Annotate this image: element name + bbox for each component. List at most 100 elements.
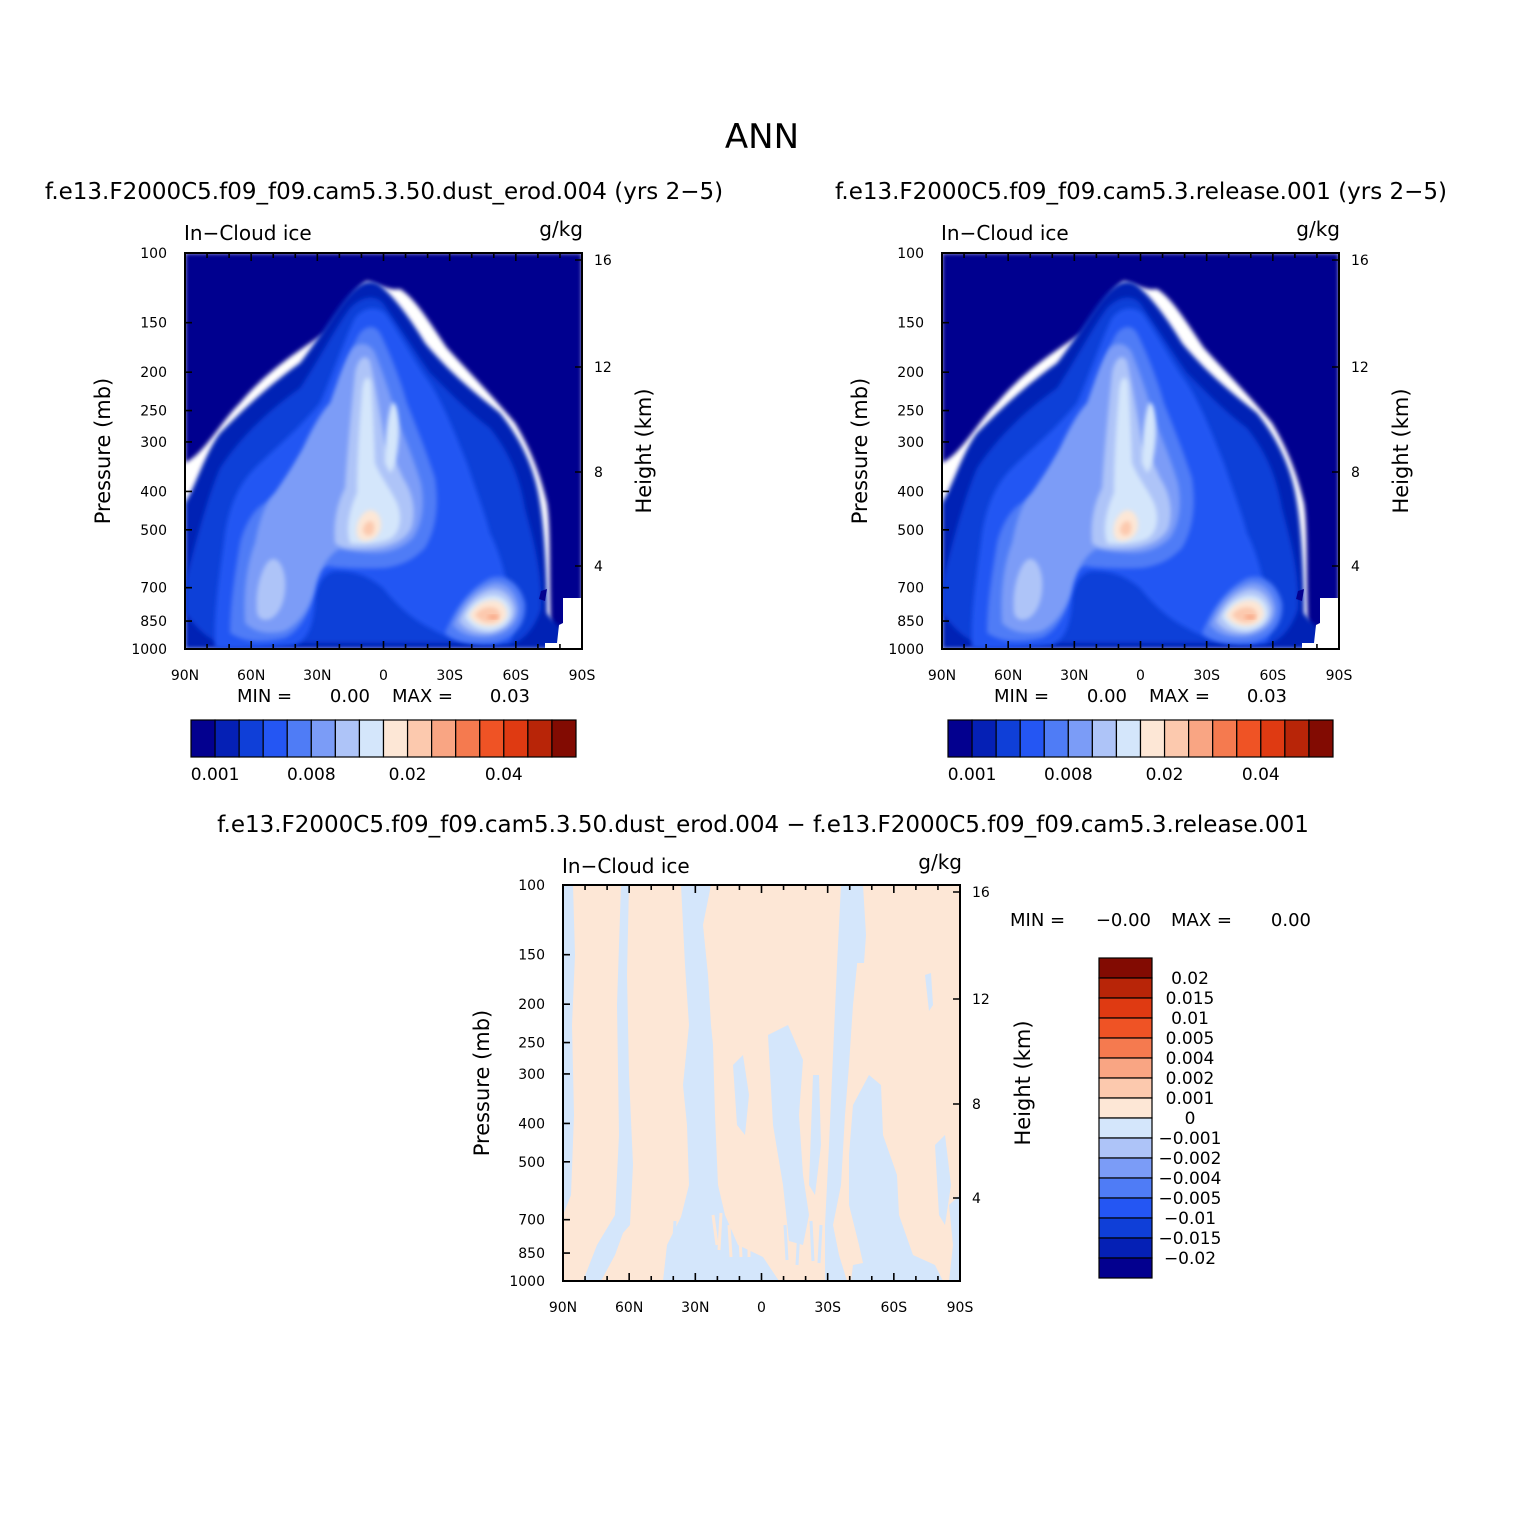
- y-tick-label: 1000: [888, 642, 924, 658]
- x-tick-label: 30N: [303, 668, 331, 684]
- y-tick-label: 150: [897, 316, 924, 332]
- x-tick-label: 90S: [1326, 668, 1353, 684]
- colorbar-label: −0.01: [1164, 1209, 1216, 1229]
- x-tick-label: 90N: [549, 1300, 577, 1316]
- colorbar-label: 0.02: [1146, 765, 1184, 785]
- y-axis-label: Pressure (mb): [470, 1010, 494, 1157]
- colorbar-swatch: [238, 719, 264, 758]
- y2-tick-label: 8: [1351, 465, 1360, 481]
- y-tick-label: 500: [140, 523, 167, 539]
- variable-label: In−Cloud ice: [941, 221, 1069, 245]
- x-tick-label: 60S: [1259, 668, 1286, 684]
- colorbar-label: 0.005: [1166, 1029, 1215, 1049]
- min-label: MIN =: [237, 686, 292, 707]
- negative-region: [663, 885, 779, 1281]
- y2-tick-label: 12: [594, 360, 612, 376]
- colorbar-swatch: [1043, 719, 1069, 758]
- x-tick-label: 90S: [947, 1300, 974, 1316]
- colorbar-swatch: [1098, 1097, 1153, 1119]
- colorbar-swatch: [358, 719, 385, 758]
- y-tick-label: 850: [897, 614, 924, 630]
- x-tick-label: 60N: [994, 668, 1022, 684]
- y2-tick-label: 4: [1351, 559, 1360, 575]
- y-tick-label: 100: [518, 878, 545, 894]
- colorbar-swatch: [262, 719, 288, 758]
- colorbar-swatch: [1139, 719, 1166, 758]
- colorbar-swatch: [286, 719, 312, 758]
- colorbar-swatch: [1098, 1117, 1153, 1139]
- colorbar-label: −0.015: [1159, 1229, 1222, 1249]
- x-tick-label: 90N: [928, 668, 956, 684]
- contour-level: [1296, 589, 1304, 601]
- colorbar-swatch: [1098, 1077, 1153, 1099]
- negative-regions: [563, 885, 960, 1281]
- colorbar-swatch: [1098, 1217, 1153, 1239]
- noise-strip: [711, 1212, 773, 1264]
- colorbar-swatch: [1098, 1037, 1153, 1059]
- colorbar-label: 0.02: [389, 765, 427, 785]
- y2-axis-label: Height (km): [1389, 388, 1413, 513]
- x-tick-label: 0: [379, 668, 388, 684]
- y-axis-label: Pressure (mb): [848, 378, 872, 525]
- negative-region: [809, 1075, 821, 1195]
- negative-region: [925, 973, 933, 1011]
- colorbar-label: −0.004: [1159, 1169, 1222, 1189]
- panel-difference: f.e13.F2000C5.f09_f09.cam5.3.50.dust_ero…: [217, 812, 1311, 1316]
- colorbar-swatch: [214, 719, 240, 758]
- colorbar-swatch: [334, 719, 361, 758]
- variable-label: In−Cloud ice: [184, 221, 312, 245]
- x-tick-label: 60N: [237, 668, 265, 684]
- min-value: 0.00: [330, 686, 370, 707]
- x-tick-label: 0: [1136, 668, 1145, 684]
- y2-tick-label: 8: [594, 465, 603, 481]
- negative-region: [768, 1025, 809, 1245]
- y-tick-label: 400: [140, 484, 167, 500]
- colorbar-label: 0.02: [1171, 969, 1209, 989]
- panel-subtitle: f.e13.F2000C5.f09_f09.cam5.3.release.001…: [835, 179, 1447, 205]
- y2-tick-label: 8: [972, 1097, 981, 1113]
- colorbar-label: 0.004: [1166, 1049, 1215, 1069]
- y-tick-label: 1000: [131, 642, 167, 658]
- colorbar-swatch: [1098, 1057, 1153, 1079]
- max-label: MAX =: [1149, 686, 1210, 707]
- colorbar-swatch: [1098, 1177, 1153, 1199]
- y2-axis-label: Height (km): [1011, 1020, 1035, 1145]
- contour-level: [185, 253, 582, 633]
- y-tick-label: 1000: [509, 1274, 545, 1290]
- x-tick-label: 60S: [502, 668, 529, 684]
- y2-tick-label: 4: [972, 1191, 981, 1207]
- min-label: MIN =: [1010, 910, 1065, 931]
- y-tick-label: 500: [897, 523, 924, 539]
- colorbar-label: 0.008: [1044, 765, 1093, 785]
- colorbar-swatch: [1284, 719, 1310, 758]
- y-tick-label: 300: [897, 435, 924, 451]
- axis-ticks: 90N 60N 30N 0 30S 60S 90S 100 150 200 250 300 400 500…: [888, 246, 1369, 684]
- colorbar-swatch: [551, 719, 577, 758]
- colorbar-label: 0.001: [191, 765, 240, 785]
- missing-data-region: [545, 598, 582, 649]
- contour-level: [1244, 614, 1256, 620]
- y-tick-label: 150: [518, 948, 545, 964]
- y-tick-label: 250: [897, 404, 924, 420]
- min-value: 0.00: [1087, 686, 1127, 707]
- y2-tick-label: 4: [594, 559, 603, 575]
- x-tick-label: 30S: [436, 668, 463, 684]
- y-tick-label: 200: [897, 365, 924, 381]
- tick-marks: [184, 252, 583, 650]
- colorbar-swatch: [190, 719, 216, 758]
- y-axis-label: Pressure (mb): [91, 378, 115, 525]
- y-tick-label: 100: [897, 246, 924, 262]
- colorbar-swatch: [1098, 1137, 1153, 1159]
- colorbar-swatch: [455, 719, 481, 758]
- colorbar: 0.001 0.008 0.02 0.04: [947, 719, 1334, 785]
- y-tick-label: 250: [140, 404, 167, 420]
- max-label: MAX =: [392, 686, 453, 707]
- colorbar-swatch: [1091, 719, 1118, 758]
- colorbar-label: 0.015: [1166, 989, 1215, 1009]
- noise-strips: [671, 1212, 823, 1266]
- y2-tick-label: 16: [594, 253, 612, 269]
- y2-axis-label: Height (km): [632, 388, 656, 513]
- negative-region: [563, 885, 575, 1215]
- y-tick-label: 300: [140, 435, 167, 451]
